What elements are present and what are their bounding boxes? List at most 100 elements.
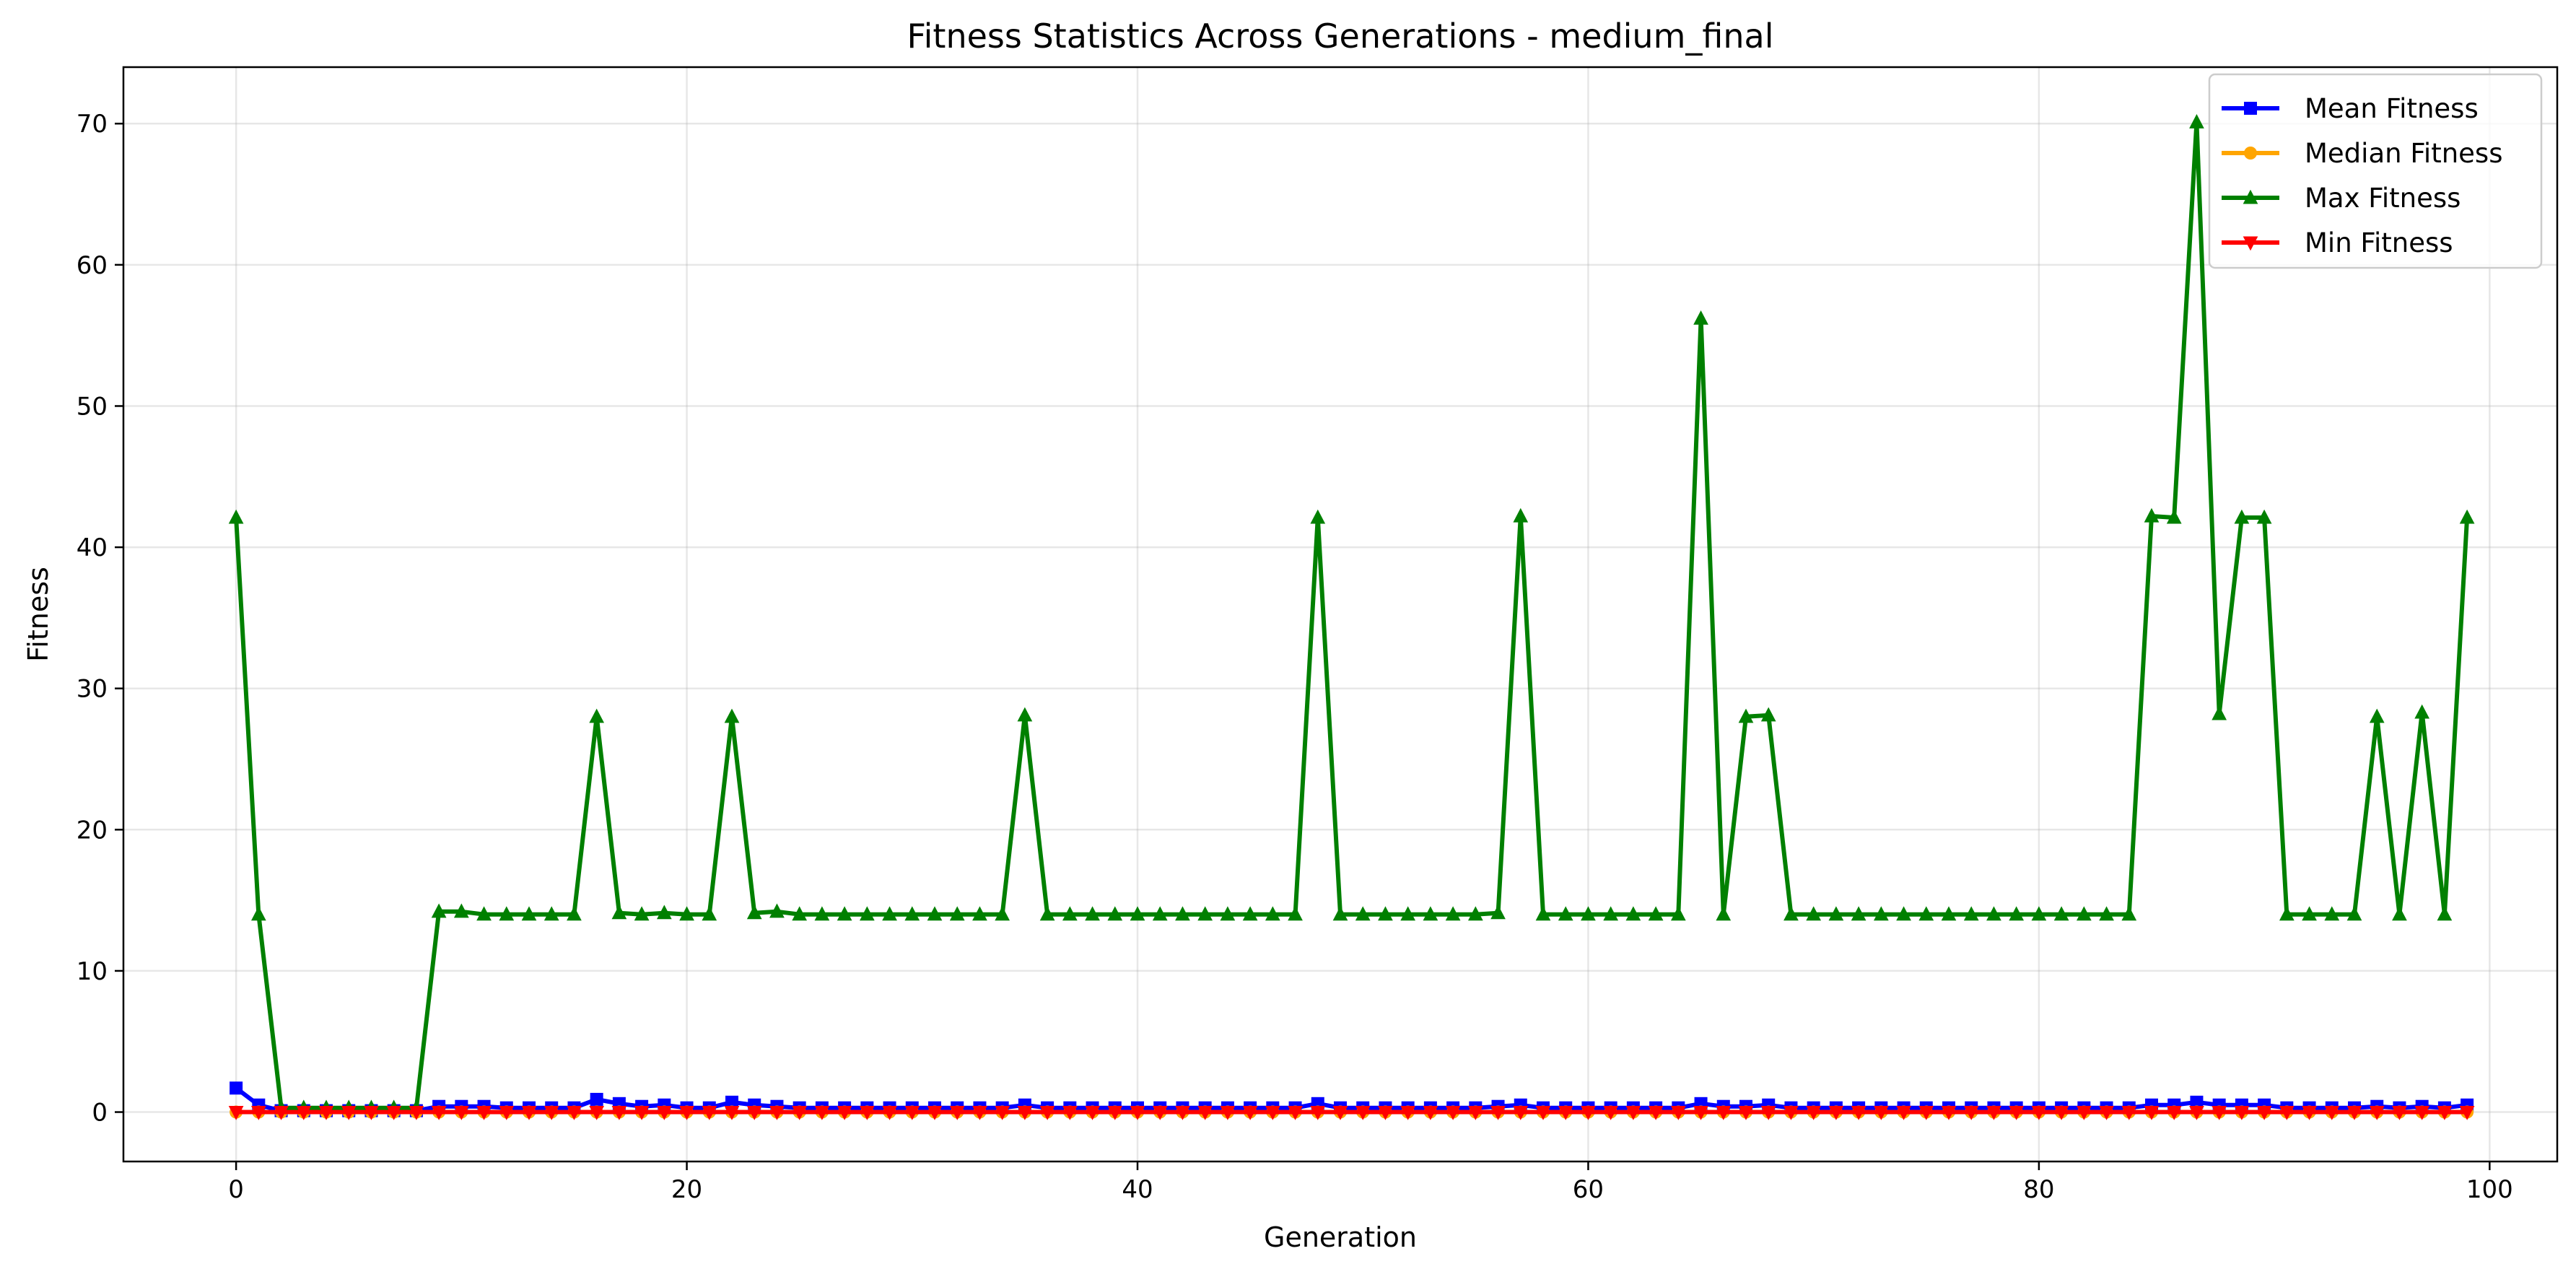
max-fitness-point <box>1152 906 1168 921</box>
min-fitness-point <box>1152 1105 1168 1120</box>
max-fitness-point <box>567 906 582 921</box>
min-fitness-point <box>1378 1105 1393 1120</box>
min-fitness-point <box>1513 1105 1529 1120</box>
min-fitness-point <box>2076 1105 2092 1120</box>
max-fitness-point <box>1197 906 1213 921</box>
min-fitness-point <box>2346 1105 2362 1120</box>
max-fitness-point <box>431 903 447 918</box>
min-fitness-point <box>2324 1105 2340 1120</box>
x-tick-label: 20 <box>671 1175 702 1204</box>
min-fitness-point <box>1986 1105 2001 1120</box>
max-fitness-point <box>1288 906 1303 921</box>
max-fitness-point <box>2189 114 2204 128</box>
max-fitness-point <box>2031 906 2047 921</box>
max-fitness-point <box>250 906 266 921</box>
max-fitness-point <box>1400 906 1416 921</box>
min-fitness-point <box>1130 1105 1145 1120</box>
y-tick-label: 70 <box>77 110 108 139</box>
max-fitness-point <box>2009 906 2025 921</box>
min-fitness-point <box>2212 1105 2227 1120</box>
min-fitness-point <box>1039 1105 1055 1120</box>
min-fitness-point <box>1175 1105 1190 1120</box>
min-fitness-point <box>1716 1105 1732 1120</box>
min-fitness-point <box>1220 1105 1236 1120</box>
max-fitness-point <box>2414 704 2430 719</box>
max-fitness-point <box>1963 906 1979 921</box>
max-fitness-point <box>1220 906 1236 921</box>
x-tick-label: 0 <box>228 1175 244 1204</box>
min-fitness-point <box>1265 1105 1280 1120</box>
max-fitness-point <box>1490 905 1506 920</box>
max-fitness-point <box>611 905 627 920</box>
max-fitness-point <box>589 708 605 723</box>
max-fitness-point <box>859 906 875 921</box>
max-fitness-point <box>1017 707 1033 722</box>
x-tick-label: 40 <box>1122 1175 1153 1204</box>
y-axis-title: Fitness <box>22 567 54 662</box>
max-fitness-point <box>634 906 650 921</box>
min-fitness-point <box>904 1105 920 1120</box>
min-fitness-point <box>2392 1105 2407 1120</box>
legend: Mean Fitness Median Fitness Max Fitness Min… <box>2208 73 2543 269</box>
legend-marker-max-fitness <box>2243 189 2258 204</box>
min-fitness-point <box>1467 1105 1483 1120</box>
min-fitness-point <box>611 1105 627 1120</box>
min-fitness-point <box>1873 1105 1889 1120</box>
min-fitness-point <box>453 1105 469 1120</box>
x-axis-title: Generation <box>1264 1221 1417 1253</box>
max-fitness-point <box>499 906 515 921</box>
chart-title: Fitness Statistics Across Generations - … <box>907 17 1774 56</box>
min-fitness-point <box>1535 1105 1551 1120</box>
max-fitness-point <box>1513 507 1529 523</box>
max-fitness-point <box>972 906 987 921</box>
max-fitness-point <box>1716 906 1732 921</box>
legend-marker-mean-fitness <box>2244 102 2257 115</box>
max-fitness-point <box>1085 906 1100 921</box>
max-fitness-point <box>746 905 762 920</box>
max-fitness-point <box>1918 906 1934 921</box>
min-fitness-point <box>2369 1105 2385 1120</box>
min-fitness-point <box>2256 1105 2272 1120</box>
max-fitness-point <box>1783 906 1799 921</box>
min-fitness-point <box>1288 1105 1303 1120</box>
legend-marker-median-fitness <box>2244 147 2257 160</box>
min-fitness-point <box>228 1105 244 1120</box>
min-fitness-point <box>296 1105 312 1120</box>
mean-fitness-point <box>2190 1095 2204 1109</box>
min-fitness-series <box>228 1105 2475 1120</box>
max-fitness-point <box>2346 906 2362 921</box>
min-fitness-point <box>2437 1105 2453 1120</box>
max-fitness-point <box>1242 906 1258 921</box>
y-tick-label: 20 <box>77 816 108 845</box>
min-fitness-point <box>2459 1105 2475 1120</box>
min-fitness-point <box>1197 1105 1213 1120</box>
max-fitness-point <box>769 903 785 918</box>
min-fitness-point <box>1107 1105 1123 1120</box>
min-fitness-point <box>2121 1105 2137 1120</box>
max-fitness-point <box>1445 906 1461 921</box>
max-fitness-point <box>1581 906 1596 921</box>
min-fitness-point <box>1445 1105 1461 1120</box>
max-fitness-point <box>1039 906 1055 921</box>
max-fitness-point <box>2234 509 2250 524</box>
min-fitness-point <box>1062 1105 1078 1120</box>
min-fitness-point <box>1760 1105 1776 1120</box>
max-fitness-point <box>2302 906 2317 921</box>
max-fitness-point <box>1986 906 2001 921</box>
max-fitness-point <box>1603 906 1619 921</box>
max-fitness-point <box>2256 509 2272 524</box>
legend-label-median-fitness: Median Fitness <box>2305 138 2502 169</box>
min-fitness-point <box>656 1105 672 1120</box>
min-fitness-point <box>1332 1105 1348 1120</box>
max-fitness-point <box>702 906 717 921</box>
min-fitness-point <box>2053 1105 2069 1120</box>
min-fitness-point <box>1828 1105 1844 1120</box>
max-fitness-point <box>2324 906 2340 921</box>
max-fitness-point <box>2459 509 2475 524</box>
max-fitness-point <box>882 906 897 921</box>
legend-label-mean-fitness: Mean Fitness <box>2305 93 2479 124</box>
x-tick-label: 100 <box>2466 1175 2513 1204</box>
max-fitness-point <box>543 906 559 921</box>
max-fitness-point <box>453 903 469 918</box>
